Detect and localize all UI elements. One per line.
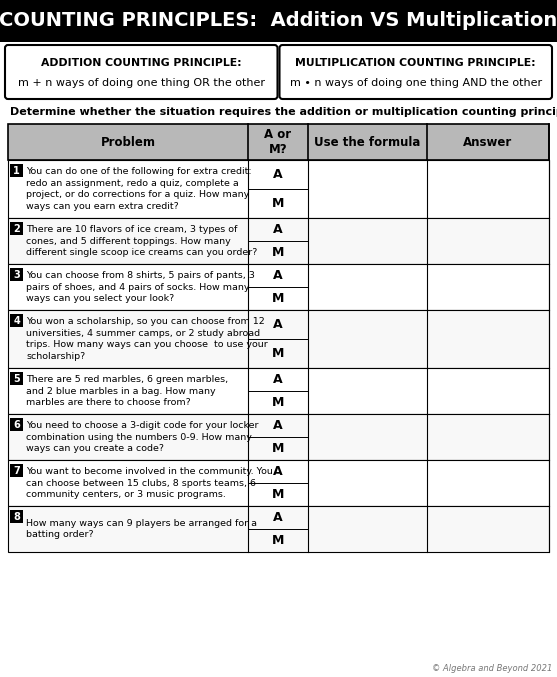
Text: A: A — [273, 511, 283, 524]
Text: M: M — [272, 347, 284, 360]
Text: 6: 6 — [13, 420, 20, 429]
Text: Determine whether the situation requires the addition or multiplication counting: Determine whether the situation requires… — [10, 107, 557, 117]
Bar — [8, 506, 549, 552]
Bar — [10, 510, 23, 523]
FancyBboxPatch shape — [5, 45, 277, 99]
Text: ADDITION COUNTING PRINCIPLE:: ADDITION COUNTING PRINCIPLE: — [41, 58, 242, 68]
Text: A: A — [273, 318, 283, 331]
Bar — [8, 460, 549, 506]
Text: M: M — [272, 488, 284, 501]
Text: There are 5 red marbles, 6 green marbles,
and 2 blue marbles in a bag. How many
: There are 5 red marbles, 6 green marbles… — [26, 375, 228, 407]
Text: © Algebra and Beyond 2021: © Algebra and Beyond 2021 — [432, 664, 552, 673]
Text: You can do one of the following for extra credit:
redo an assignment, redo a qui: You can do one of the following for extr… — [26, 167, 252, 211]
Text: How many ways can 9 players be arranged for a
batting order?: How many ways can 9 players be arranged … — [26, 519, 257, 539]
Text: You need to choose a 3-digit code for your locker
combination using the numbers : You need to choose a 3-digit code for yo… — [26, 421, 258, 453]
Bar — [10, 372, 23, 385]
Bar — [8, 264, 549, 310]
Bar — [0, 0, 557, 42]
Text: Problem: Problem — [100, 135, 155, 148]
Text: There are 10 flavors of ice cream, 3 types of
cones, and 5 different toppings. H: There are 10 flavors of ice cream, 3 typ… — [26, 225, 257, 257]
Text: COUNTING PRINCIPLES:  Addition VS Multiplication: COUNTING PRINCIPLES: Addition VS Multipl… — [0, 12, 557, 30]
Text: M: M — [272, 442, 284, 455]
Bar — [8, 368, 549, 414]
Text: 1: 1 — [13, 165, 20, 175]
Text: 4: 4 — [13, 315, 20, 326]
Text: You want to become involved in the community. You
can choose between 15 clubs, 8: You want to become involved in the commu… — [26, 467, 273, 499]
Text: A: A — [273, 419, 283, 432]
Text: M: M — [272, 246, 284, 259]
Text: A: A — [273, 373, 283, 386]
Bar — [8, 310, 549, 368]
Text: M: M — [272, 396, 284, 409]
Text: A or
M?: A or M? — [265, 128, 291, 156]
Text: 8: 8 — [13, 512, 20, 521]
Bar — [8, 414, 549, 460]
Text: M: M — [272, 292, 284, 305]
Text: 3: 3 — [13, 269, 20, 280]
Text: A: A — [273, 465, 283, 478]
Bar — [8, 124, 549, 160]
Bar — [10, 222, 23, 235]
FancyBboxPatch shape — [280, 45, 552, 99]
Bar — [10, 268, 23, 281]
Bar — [8, 218, 549, 264]
Bar — [8, 160, 549, 218]
Text: You won a scholarship, so you can choose from 12
universities, 4 summer camps, o: You won a scholarship, so you can choose… — [26, 318, 268, 361]
Bar — [10, 314, 23, 327]
Bar — [10, 164, 23, 177]
Bar — [10, 418, 23, 431]
Text: 2: 2 — [13, 223, 20, 234]
Text: A: A — [273, 223, 283, 236]
Bar — [10, 464, 23, 477]
Text: M: M — [272, 197, 284, 210]
Text: MULTIPLICATION COUNTING PRINCIPLE:: MULTIPLICATION COUNTING PRINCIPLE: — [295, 58, 536, 68]
Text: M: M — [272, 534, 284, 547]
Text: m + n ways of doing one thing OR the other: m + n ways of doing one thing OR the oth… — [18, 78, 265, 87]
Text: A: A — [273, 168, 283, 181]
Text: Use the formula: Use the formula — [314, 135, 421, 148]
Text: You can choose from 8 shirts, 5 pairs of pants, 3
pairs of shoes, and 4 pairs of: You can choose from 8 shirts, 5 pairs of… — [26, 271, 255, 303]
Text: 5: 5 — [13, 374, 20, 383]
Text: Answer: Answer — [463, 135, 512, 148]
Text: A: A — [273, 269, 283, 282]
Text: m • n ways of doing one thing AND the other: m • n ways of doing one thing AND the ot… — [290, 78, 542, 87]
Text: 7: 7 — [13, 466, 20, 475]
